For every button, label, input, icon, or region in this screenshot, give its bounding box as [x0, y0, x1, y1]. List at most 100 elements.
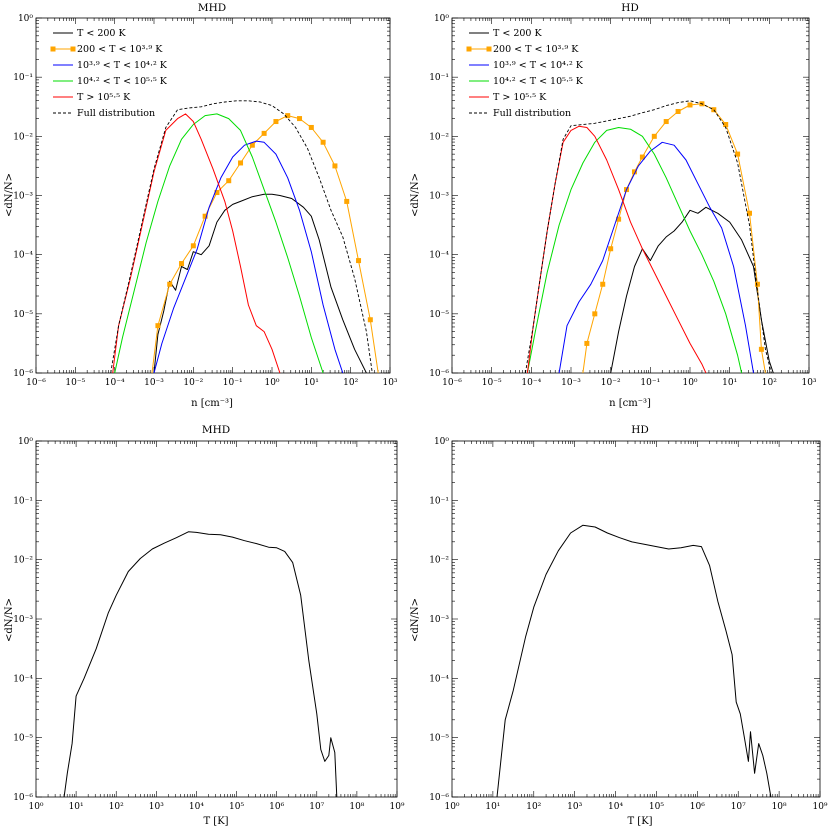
- series-line: [112, 113, 281, 373]
- plot-frame: [451, 440, 821, 798]
- legend-label: T < 200 K: [493, 28, 542, 39]
- x-tick-label: 10⁶: [269, 802, 284, 812]
- x-tick-label: 10⁷: [309, 802, 324, 812]
- x-tick-label: 10⁰: [264, 378, 279, 388]
- legend-label: Full distribution: [77, 108, 155, 119]
- x-tick-label: 10⁻⁵: [65, 378, 85, 388]
- x-axis-label: n [cm⁻³]: [191, 398, 233, 409]
- legend-label: 10³·⁹ < T < 10⁴·² K: [493, 60, 584, 71]
- plot-frame: [35, 17, 391, 374]
- legend-marker: [50, 46, 56, 52]
- series-marker: [735, 151, 741, 157]
- series-marker: [639, 154, 645, 160]
- y-tick-label: 10⁻⁶: [13, 793, 33, 803]
- x-tick-label: 10⁻⁶: [26, 378, 46, 388]
- y-tick-label: 10⁰: [18, 437, 33, 447]
- x-tick-label: 10⁻¹: [223, 378, 243, 388]
- x-tick-label: 10¹: [485, 802, 500, 812]
- series-marker: [651, 133, 657, 139]
- series-marker: [261, 130, 267, 136]
- series-marker: [711, 107, 717, 113]
- y-tick-label: 10⁻¹: [13, 496, 33, 506]
- series-marker: [285, 113, 291, 119]
- legend-label: 200 < T < 10³·⁹ K: [493, 44, 579, 55]
- series-marker: [344, 198, 350, 204]
- x-tick-label: 10³: [382, 378, 397, 388]
- x-tick-label: 10¹: [722, 378, 737, 388]
- series-marker: [238, 160, 244, 166]
- x-tick-label: 10⁸: [349, 802, 364, 812]
- legend: T < 200 K 200 < T < 10³·⁹ K 10³·⁹ < T < 10…: [50, 28, 168, 119]
- series-marker: [631, 169, 637, 175]
- y-axis-label: <dN/N>: [4, 173, 15, 217]
- x-tick-label: 10⁻¹: [640, 378, 660, 388]
- x-tick-label: 10⁸: [772, 802, 787, 812]
- series-line: [110, 100, 373, 373]
- x-tick-label: 10⁹: [389, 802, 404, 812]
- x-tick-label: 10⁵: [649, 802, 664, 812]
- y-tick-label: 10⁻⁵: [13, 734, 33, 744]
- series-line: [524, 100, 772, 373]
- series-marker: [675, 108, 681, 114]
- y-axis-label: <dN/N>: [4, 598, 15, 642]
- series-line: [610, 206, 774, 373]
- axis-ticks: [451, 440, 821, 798]
- x-tick-label: 10⁵: [229, 802, 244, 812]
- x-tick-label: 10⁷: [731, 802, 746, 812]
- y-tick-label: 10⁻¹: [429, 496, 449, 506]
- x-tick-label: 10⁰: [682, 378, 697, 388]
- y-tick-label: 10⁰: [434, 14, 449, 24]
- legend-label: T < 200 K: [77, 28, 126, 39]
- x-tick-label: 10²: [109, 802, 124, 812]
- x-tick-label: 10¹: [69, 802, 84, 812]
- x-tick-label: 10⁰: [444, 802, 459, 812]
- axis-ticks: [35, 17, 391, 374]
- x-axis-label: n [cm⁻³]: [609, 398, 651, 409]
- y-tick-label: 10⁻⁴: [429, 251, 449, 261]
- y-tick-label: 10⁻⁶: [429, 793, 449, 803]
- series-line: [526, 127, 743, 373]
- y-tick-label: 10⁻²: [13, 132, 33, 142]
- y-axis-label: <dN/N>: [410, 173, 421, 217]
- series-marker: [308, 124, 314, 130]
- series-marker: [584, 340, 590, 346]
- y-tick-label: 10⁻²: [429, 556, 449, 566]
- legend-label: 10⁴·² < T < 10⁵·⁵ K: [77, 76, 168, 87]
- legend-label: Full distribution: [493, 108, 571, 119]
- panel-hd-temperature: HD 10⁰ 10¹ 10² 10³ 10⁴ 10⁵ 10⁶ 10⁷ 10⁸ 10⁹ 10⁻⁶ 10⁻…: [410, 424, 828, 827]
- y-tick-label: 10⁻⁴: [13, 251, 33, 261]
- series-marker: [273, 119, 279, 125]
- panel-hd-density: HD 10⁻⁶ 10⁻⁵ 10⁻⁴ 10⁻³ 10⁻² 10⁻¹ 10⁰ 10¹ 10² 10³ 1…: [410, 2, 817, 409]
- x-tick-label: 10⁶: [690, 802, 705, 812]
- y-tick-label: 10⁻⁵: [429, 310, 449, 320]
- y-axis-label: <dN/N>: [410, 598, 421, 642]
- y-tick-label: 10⁻⁶: [13, 369, 33, 379]
- series-line: [153, 140, 344, 373]
- series-marker: [687, 102, 693, 108]
- x-tick-label: 10⁰: [28, 802, 43, 812]
- x-tick-label: 10³: [567, 802, 582, 812]
- x-tick-label: 10⁻⁴: [105, 378, 125, 388]
- plot-frame: [451, 17, 810, 374]
- y-tick-label: 10⁻²: [13, 556, 33, 566]
- legend: T < 200 K 200 < T < 10³·⁹ K 10³·⁹ < T < 10…: [466, 28, 584, 119]
- series-marker: [608, 246, 614, 252]
- series-marker: [214, 190, 220, 196]
- series-marker: [249, 142, 255, 148]
- y-tick-label: 10⁻⁵: [429, 734, 449, 744]
- x-tick-label: 10⁻⁴: [521, 378, 541, 388]
- x-tick-label: 10³: [801, 378, 816, 388]
- series-line: [526, 125, 707, 373]
- y-tick-label: 10⁻³: [13, 192, 33, 202]
- series-marker: [320, 139, 326, 145]
- y-tick-label: 10⁻³: [13, 615, 33, 625]
- series-marker: [723, 122, 729, 127]
- x-tick-label: 10⁴: [608, 802, 623, 812]
- series-line: [114, 113, 324, 373]
- series-marker: [332, 163, 338, 169]
- y-tick-label: 10⁻²: [429, 132, 449, 142]
- series-marker: [190, 243, 196, 249]
- legend-label: T > 10⁵·⁵ K: [493, 92, 547, 103]
- series-marker: [179, 261, 185, 267]
- series-marker: [758, 346, 764, 352]
